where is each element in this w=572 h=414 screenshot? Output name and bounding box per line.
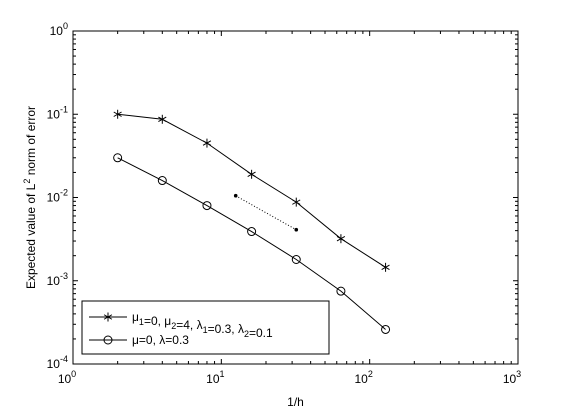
- x-tick-label-exponent: 0: [71, 369, 76, 379]
- data-point-asterisk: [336, 234, 346, 244]
- data-point-asterisk-stroke: [202, 140, 212, 146]
- y-tick-label: 10-2: [47, 188, 68, 205]
- legend-label-part: μ=0, λ=0.3: [132, 333, 189, 347]
- y-tick-label-exponent: -1: [60, 104, 68, 114]
- x-tick-label-base: 10: [354, 372, 368, 386]
- x-tick-label: 102: [354, 369, 372, 386]
- y-tick-label-exponent: -4: [60, 354, 68, 364]
- y-tick-label-exponent: -3: [60, 271, 68, 281]
- x-tick-label-exponent: 1: [220, 369, 225, 379]
- data-series: [113, 109, 391, 334]
- legend-label-subscript: 1: [139, 317, 144, 327]
- legend-label-part: =0, μ: [144, 314, 171, 328]
- legend-marker: [103, 312, 113, 322]
- reference-point: [233, 193, 238, 198]
- y-axis-label-prefix: Expected value of L: [24, 183, 38, 289]
- legend: μ1=0, μ2=4, λ1=0.3, λ2=0.1μ=0, λ=0.3: [81, 300, 330, 355]
- legend-entry-2: μ=0, λ=0.3: [89, 333, 189, 347]
- data-point-circle: [157, 176, 167, 186]
- y-tick-label: 10-1: [47, 104, 68, 121]
- series-line: [117, 157, 386, 330]
- data-point-circle: [202, 201, 212, 211]
- data-point-circle: [336, 286, 346, 296]
- y-tick-label: 10-3: [47, 271, 68, 288]
- y-axis-label: Expected value of L2 norm of error: [22, 106, 38, 289]
- data-point-asterisk-stroke: [336, 236, 346, 242]
- data-point-asterisk-stroke: [381, 264, 390, 270]
- x-tick-label: 100: [58, 369, 76, 386]
- y-tick-label-exponent: 0: [63, 21, 68, 31]
- axis-ticks: [72, 31, 519, 365]
- reference-line: [235, 195, 297, 231]
- data-point-asterisk: [158, 114, 167, 124]
- data-point-circle: [247, 227, 257, 237]
- x-tick-label-base: 10: [206, 372, 220, 386]
- legend-label-part: μ: [132, 310, 139, 324]
- series-2: [113, 153, 391, 334]
- legend-marker-stroke: [103, 314, 113, 320]
- y-tick-label: 100: [50, 21, 68, 38]
- x-tick-label-base: 10: [503, 372, 517, 386]
- data-point-circle: [381, 324, 391, 334]
- data-point-asterisk: [202, 138, 212, 148]
- legend-label-subscript: 2: [244, 329, 249, 339]
- data-point-asterisk: [247, 169, 256, 179]
- x-tick-label-base: 10: [58, 372, 72, 386]
- y-tick-label-base: 10: [47, 107, 61, 121]
- y-tick-label-base: 10: [47, 357, 61, 371]
- data-point-asterisk-stroke: [247, 171, 256, 177]
- y-axis-label-suffix: norm of error: [24, 106, 38, 179]
- legend-label-part: =4, λ: [176, 318, 202, 332]
- legend-box: [81, 300, 330, 355]
- x-tick-label: 103: [503, 369, 521, 386]
- data-point-asterisk-stroke: [113, 111, 122, 117]
- data-point-asterisk: [381, 262, 390, 272]
- data-point-circle: [113, 153, 123, 163]
- data-point-asterisk: [113, 109, 122, 119]
- legend-label: μ1=0, μ2=4, λ1=0.3, λ2=0.1: [132, 310, 273, 340]
- reference-slope-line: [233, 193, 299, 232]
- data-point-circle: [291, 254, 301, 264]
- legend-label-part: =0.1: [249, 326, 273, 340]
- x-tick-label-exponent: 3: [516, 369, 521, 379]
- legend-entry-1: μ1=0, μ2=4, λ1=0.3, λ2=0.1: [89, 310, 273, 340]
- legend-label-subscript: 1: [203, 325, 208, 335]
- y-tick-label-base: 10: [47, 191, 61, 205]
- legend-label: μ=0, λ=0.3: [132, 333, 189, 347]
- y-tick-label-base: 10: [47, 274, 61, 288]
- data-point-asterisk-stroke: [292, 199, 301, 205]
- y-tick-label-exponent: -2: [60, 188, 68, 198]
- legend-marker: [103, 335, 113, 345]
- reference-point: [294, 227, 299, 232]
- data-point-asterisk: [292, 197, 301, 207]
- legend-label-part: =0.3, λ: [208, 322, 244, 336]
- x-axis-label: 1/h: [287, 395, 304, 409]
- data-point-asterisk-stroke: [158, 116, 167, 122]
- legend-label-subscript: 2: [171, 321, 176, 331]
- x-tick-label-exponent: 2: [368, 369, 373, 379]
- y-tick-label-base: 10: [50, 24, 64, 38]
- y-tick-label: 10-4: [47, 354, 68, 371]
- x-tick-label: 101: [206, 369, 224, 386]
- y-axis-label-superscript: 2: [22, 179, 32, 184]
- series-1: [113, 109, 390, 272]
